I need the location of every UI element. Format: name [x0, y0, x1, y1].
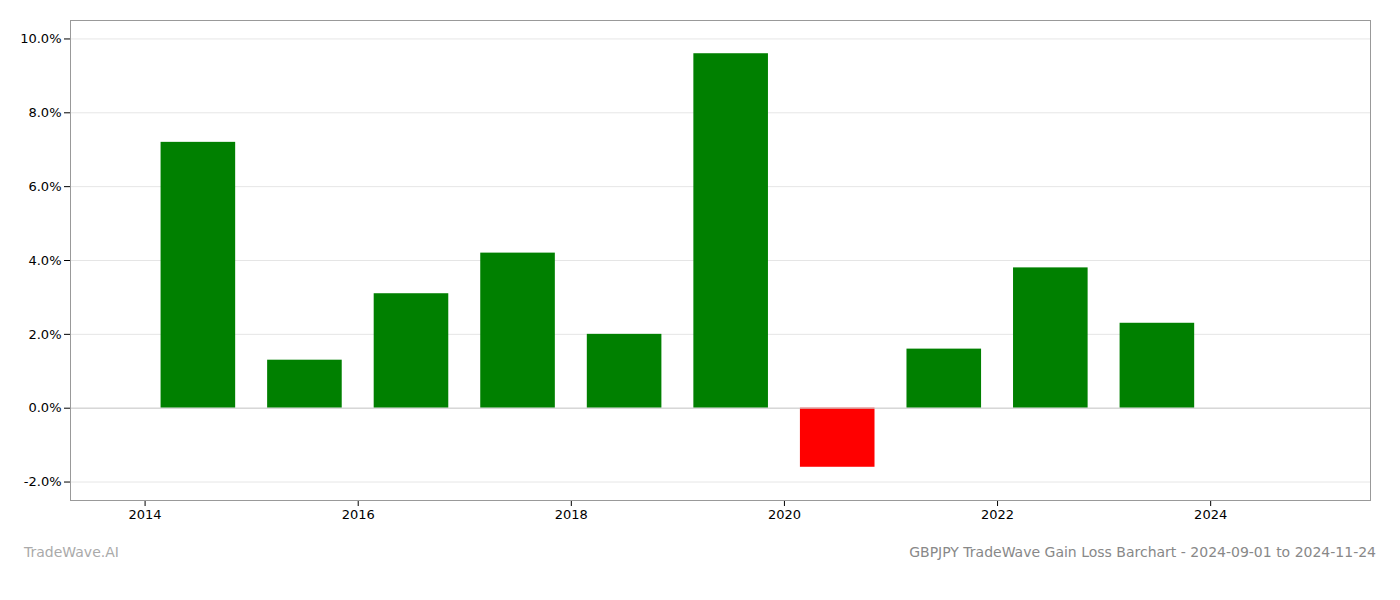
svg-text:10.0%: 10.0%	[20, 31, 61, 46]
svg-text:0.0%: 0.0%	[28, 400, 61, 415]
svg-text:2014: 2014	[129, 507, 162, 522]
html-text:GBPJPY TradeWave Gain Loss Bar: GBPJPY TradeWave Gain Loss Barchart - 20…	[909, 544, 1376, 560]
svg-text:2024: 2024	[1194, 507, 1227, 522]
svg-text:4.0%: 4.0%	[28, 253, 61, 268]
html-text:TradeWave.AI: TradeWave.AI	[24, 544, 119, 560]
svg-text:2022: 2022	[981, 507, 1014, 522]
svg-text:2016: 2016	[342, 507, 375, 522]
svg-text:2020: 2020	[768, 507, 801, 522]
svg-text:6.0%: 6.0%	[28, 179, 61, 194]
svg-text:2.0%: 2.0%	[28, 327, 61, 342]
svg-text:-2.0%: -2.0%	[24, 474, 62, 489]
svg-text:8.0%: 8.0%	[28, 105, 61, 120]
svg-text:2018: 2018	[555, 507, 588, 522]
